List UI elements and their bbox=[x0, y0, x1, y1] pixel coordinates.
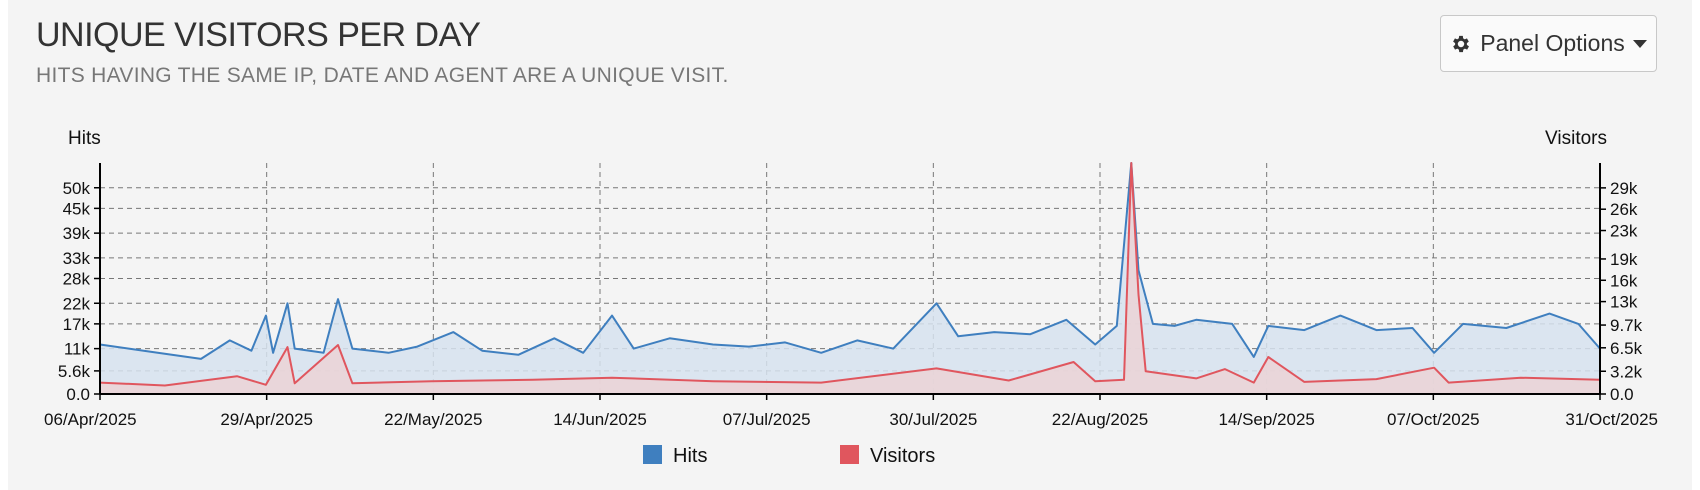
left-tick-label: 5.6k bbox=[58, 362, 91, 381]
series-line-visitors bbox=[99, 162, 1601, 387]
legend-label-visitors: Visitors bbox=[870, 445, 935, 467]
right-tick-label: 29k bbox=[1610, 179, 1638, 198]
gear-icon bbox=[1453, 35, 1470, 52]
right-tick-label: 19k bbox=[1610, 250, 1638, 269]
chart-areas bbox=[100, 163, 1600, 394]
right-tick-label: 9.7k bbox=[1610, 316, 1643, 335]
left-tick-label: 22k bbox=[63, 294, 91, 313]
caret-down-icon bbox=[1632, 39, 1647, 48]
left-tick-label: 50k bbox=[63, 179, 91, 198]
left-tick-label: 17k bbox=[63, 315, 91, 334]
left-tick-label: 45k bbox=[63, 199, 91, 218]
right-tick-label: 6.5k bbox=[1610, 339, 1643, 358]
x-tick-label: 07/Jul/2025 bbox=[723, 410, 811, 429]
x-tick-label: 07/Oct/2025 bbox=[1387, 410, 1480, 429]
visitors-panel: UNIQUE VISITORS PER DAY HITS HAVING THE … bbox=[8, 0, 1692, 490]
legend-swatch-visitors bbox=[840, 445, 859, 464]
right-tick-label: 0.0 bbox=[1610, 385, 1634, 404]
x-tick-label: 22/May/2025 bbox=[384, 410, 482, 429]
left-tick-label: 11k bbox=[64, 340, 91, 359]
x-tick-label: 06/Apr/2025 bbox=[44, 410, 137, 429]
x-tick-label: 29/Apr/2025 bbox=[220, 410, 313, 429]
right-tick-label: 13k bbox=[1610, 293, 1638, 312]
right-tick-label: 16k bbox=[1610, 271, 1638, 290]
chart-legend: Hits Visitors bbox=[643, 445, 935, 467]
left-tick-label: 33k bbox=[63, 249, 91, 268]
panel-options-label: Panel Options bbox=[1480, 30, 1625, 56]
x-tick-label: 31/Oct/2025 bbox=[1565, 410, 1658, 429]
x-tick-label: 14/Jun/2025 bbox=[553, 410, 647, 429]
panel-options-button[interactable]: Panel Options bbox=[1440, 15, 1657, 72]
left-axis-title: Hits bbox=[68, 128, 101, 149]
chart-lines bbox=[99, 162, 1601, 387]
right-tick-label: 23k bbox=[1610, 222, 1638, 241]
legend-swatch-hits bbox=[643, 445, 662, 464]
x-tick-label: 14/Sep/2025 bbox=[1218, 410, 1314, 429]
series-line-hits bbox=[99, 162, 1601, 360]
right-tick-label: 26k bbox=[1610, 200, 1638, 219]
left-tick-label: 0.0 bbox=[66, 385, 90, 404]
right-tick-label: 3.2k bbox=[1610, 362, 1643, 381]
panel-subtitle: HITS HAVING THE SAME IP, DATE AND AGENT … bbox=[36, 64, 729, 87]
panel-title: UNIQUE VISITORS PER DAY bbox=[36, 16, 481, 54]
left-tick-label: 39k bbox=[63, 224, 91, 243]
x-tick-label: 22/Aug/2025 bbox=[1052, 410, 1148, 429]
left-tick-label: 28k bbox=[63, 270, 91, 289]
x-tick-label: 30/Jul/2025 bbox=[889, 410, 977, 429]
series-area-hits bbox=[100, 163, 1600, 394]
right-axis-title: Visitors bbox=[1545, 128, 1607, 149]
legend-label-hits: Hits bbox=[673, 445, 707, 467]
